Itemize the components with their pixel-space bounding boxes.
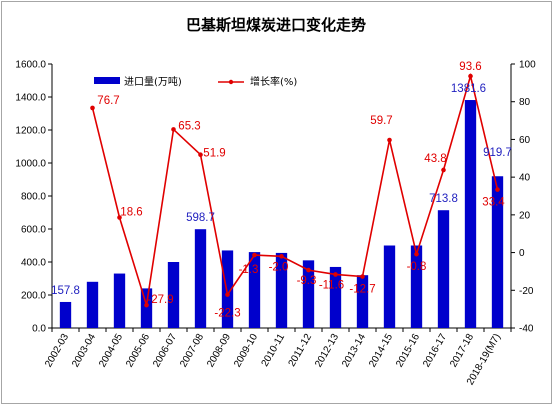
x-tick-label: 2005-06 [124, 332, 152, 370]
x-tick-label: 2008-09 [205, 332, 233, 370]
y-left-tick-label: 200.0 [21, 291, 46, 302]
bar [329, 266, 342, 328]
growth-point [252, 252, 257, 258]
growth-point [144, 302, 149, 308]
y-left-tick-label: 0.0 [32, 324, 46, 335]
x-tick-label: 2014-15 [367, 332, 395, 370]
bar [491, 176, 504, 328]
bar [302, 260, 315, 328]
growth-point [225, 292, 230, 297]
bar [140, 288, 153, 328]
chart-title: 巴基斯坦煤炭进口变化走势 [186, 16, 366, 34]
bar [437, 210, 450, 328]
x-tick-label: 2009-10 [232, 332, 260, 370]
growth-value-label: -11.6 [319, 279, 344, 291]
x-tick-label: 2010-11 [260, 332, 288, 369]
growth-value-label: -27.9 [147, 294, 173, 306]
growth-value-label: -2.0 [269, 261, 289, 273]
growth-point [306, 267, 311, 273]
bars-layer [59, 100, 504, 328]
growth-point [495, 187, 500, 192]
y-left-tick-label: 1200.0 [15, 126, 46, 137]
growth-value-label: 18.6 [120, 206, 142, 218]
growth-value-label: 51.9 [203, 148, 225, 160]
x-tick-label: 2017-18 [448, 332, 476, 370]
bar [248, 252, 261, 328]
bar [356, 275, 369, 328]
growth-value-label: -9.3 [297, 275, 317, 287]
y-right-tick-label: -20 [519, 286, 534, 297]
growth-value-label: 65.3 [178, 120, 200, 132]
growth-point [468, 73, 473, 79]
growth-point [441, 167, 446, 173]
legend-label-line: 增长率(%) [250, 75, 297, 88]
growth-value-label: -12.7 [349, 284, 375, 296]
y-left-tick-label: 1000.0 [15, 159, 46, 170]
x-tick-label: 2016-17 [421, 332, 449, 370]
growth-point [360, 274, 365, 279]
bar [275, 252, 288, 328]
growth-point [171, 127, 176, 132]
growth-point [117, 215, 122, 220]
x-tick-label: 2015-16 [394, 332, 422, 370]
line-layer [90, 72, 500, 308]
y-right-tick-label: 40 [519, 173, 531, 184]
growth-value-label: -22.3 [214, 308, 240, 320]
y-right-tick-label: 0 [519, 248, 525, 259]
bar [194, 229, 207, 328]
x-tick-label: 2003-04 [70, 332, 98, 370]
growth-point [198, 152, 203, 158]
growth-point [279, 254, 284, 259]
data-labels-layer: 157.8 598.7 713.8 1381.6 919.7 76.7 18.6 -27.9 6… [51, 61, 512, 320]
bar [86, 281, 99, 328]
legend: 进口量(万吨) 增长率(%) [94, 75, 297, 88]
x-tick-label: 2006-07 [151, 332, 179, 370]
y-left-tick-label: 600.0 [21, 225, 46, 236]
x-tick-label: 2013-14 [340, 332, 368, 370]
x-tick-label: 2004-05 [97, 332, 125, 370]
y-left-tick-label: 1600.0 [15, 60, 46, 71]
growth-point [387, 137, 392, 143]
y-right-tick-label: 60 [519, 135, 531, 146]
bar-value-label: 157.8 [51, 285, 80, 297]
growth-point [414, 251, 419, 257]
bar-value-label: 598.7 [186, 212, 215, 224]
growth-point [333, 272, 338, 277]
bar [464, 100, 477, 328]
growth-value-label: 33.4 [482, 197, 505, 209]
growth-point [90, 105, 95, 111]
y-right-tick-label: -40 [519, 324, 534, 335]
bar [59, 301, 72, 328]
x-tick-label: 2002-03 [43, 332, 71, 370]
y-left-tick-label: 1400.0 [15, 93, 46, 104]
bar [113, 273, 126, 328]
y-right-tick-label: 20 [519, 210, 531, 221]
y-right-tick-label: 80 [519, 97, 531, 108]
growth-value-label: 76.7 [97, 95, 119, 107]
legend-swatch-bar [94, 77, 120, 84]
bar-value-label: 1381.6 [451, 83, 486, 95]
bar [383, 245, 396, 328]
bar-value-label: 919.7 [483, 147, 512, 159]
y-left-tick-label: 400.0 [21, 258, 46, 269]
bar [221, 250, 234, 328]
growth-value-label: -1.3 [239, 264, 259, 276]
legend-swatch-marker [228, 79, 234, 85]
growth-value-label: 93.6 [459, 61, 481, 73]
growth-value-label: -0.8 [407, 261, 427, 273]
x-tick-label: 2011-12 [287, 332, 315, 369]
bar [410, 245, 423, 328]
x-tick-label: 2007-08 [178, 332, 206, 370]
x-tick-label: 2012-13 [313, 332, 341, 370]
y-right-tick-label: 100 [519, 60, 536, 71]
bar [167, 262, 180, 328]
bar-value-label: 713.8 [429, 193, 458, 205]
growth-value-label: 43.8 [424, 153, 446, 165]
growth-value-label: 59.7 [370, 115, 392, 127]
y-left-tick-label: 800.0 [21, 192, 46, 203]
growth-line [91, 72, 499, 306]
legend-label-bar: 进口量(万吨) [124, 75, 182, 88]
